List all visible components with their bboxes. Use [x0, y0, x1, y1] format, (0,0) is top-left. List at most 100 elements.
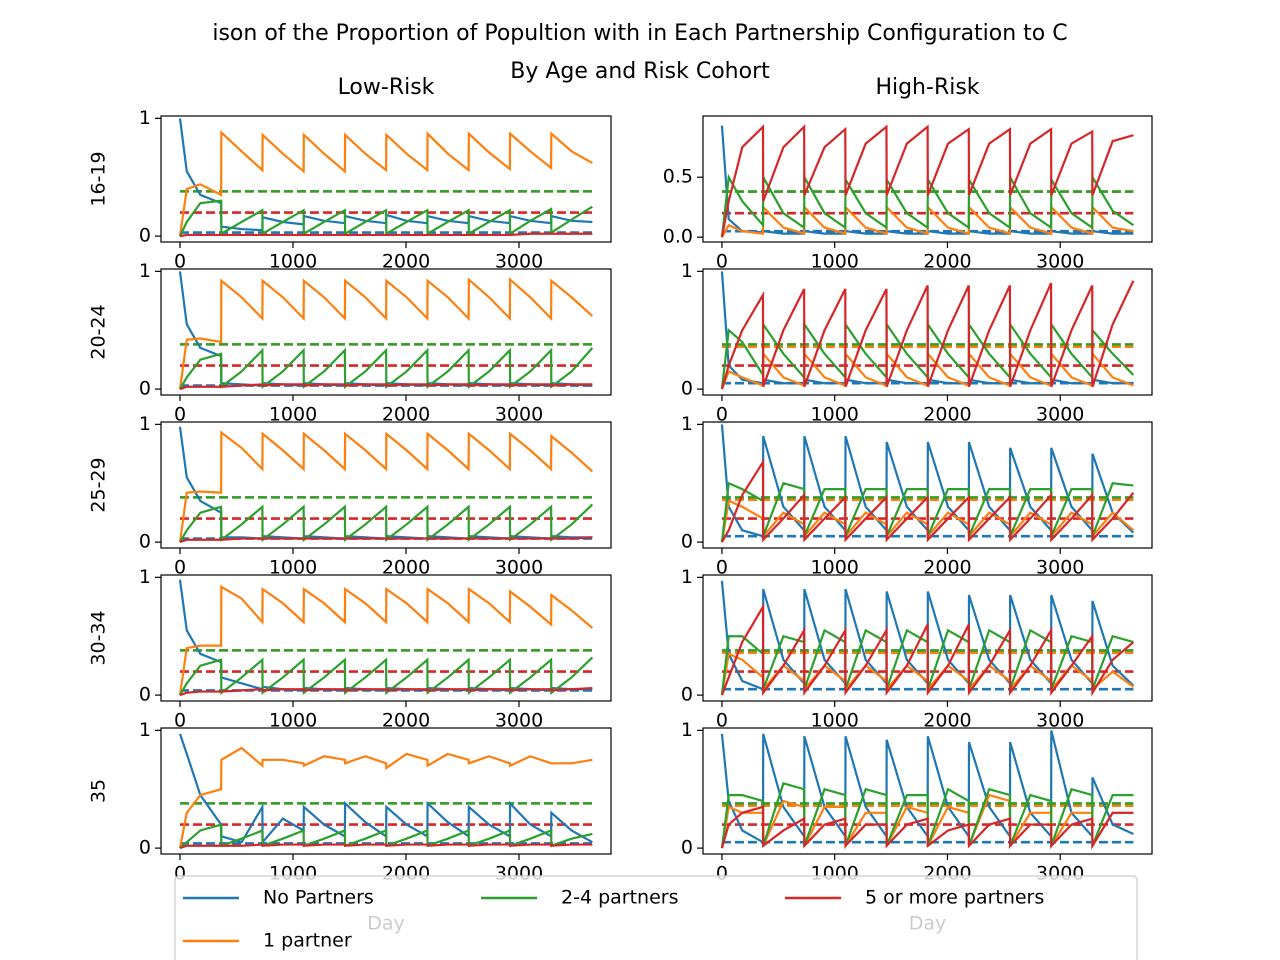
- x-tick-label: 3000: [1036, 251, 1084, 273]
- chart-title: ison of the Proportion of Popultion with…: [212, 21, 1067, 46]
- x-tick-label: 2000: [923, 557, 971, 579]
- x-tick-label: 2000: [382, 557, 430, 579]
- series-line: [179, 536, 593, 544]
- y-tick-label: 1: [681, 260, 693, 282]
- series-line: [720, 805, 1134, 850]
- series-line: [179, 347, 594, 390]
- x-tick-label: 3000: [1036, 557, 1084, 579]
- y-axis-label: 20-24: [88, 304, 110, 359]
- series-line: [179, 383, 593, 391]
- axes-frame: [702, 421, 1153, 549]
- plot-area: [178, 118, 593, 238]
- legend: No Partners 1 partner 2-4 partners 5 or mor…: [174, 875, 1138, 960]
- x-tick-label: 1000: [811, 251, 859, 273]
- x-tick-label: 2000: [382, 710, 430, 732]
- y-tick-label: 0: [139, 378, 151, 400]
- y-axis-label: 16-19: [88, 151, 110, 206]
- y-tick-label: 1: [139, 107, 151, 129]
- axes-frame: [160, 115, 612, 243]
- series-line: [720, 458, 1135, 543]
- x-tick-label: 3000: [495, 710, 543, 732]
- x-tick-label: 1000: [811, 710, 859, 732]
- y-tick-label: 0.0: [663, 226, 693, 248]
- x-tick-label: 2000: [923, 251, 971, 273]
- y-tick-label: 1: [139, 719, 151, 741]
- series-line: [178, 430, 594, 543]
- y-tick-label: 0: [139, 837, 151, 859]
- series-line: [179, 843, 593, 850]
- y-tick-label: 0: [139, 684, 151, 706]
- x-tick-label: 3000: [1036, 404, 1084, 426]
- y-tick-label: 0: [681, 684, 693, 706]
- axes-frame: [702, 574, 1153, 702]
- y-tick-label: 0: [681, 531, 693, 553]
- x-tick-label: 2000: [382, 404, 430, 426]
- x-tick-label: 2000: [382, 251, 430, 273]
- x-tick-label: 0: [174, 404, 186, 426]
- y-tick-label: 1: [681, 566, 693, 588]
- x-tick-label: 0: [174, 251, 186, 273]
- plot-area: [720, 124, 1135, 238]
- series-line: [178, 199, 593, 237]
- legend-box: [174, 875, 1138, 960]
- y-axis-label: 25-29: [88, 457, 110, 512]
- plot-area: [178, 271, 594, 391]
- series-line: [720, 280, 1135, 390]
- series-line: [720, 124, 1134, 238]
- series-line: [178, 584, 594, 696]
- panel-title: Low-Risk: [338, 75, 435, 100]
- series-line: [178, 277, 594, 390]
- plot-area: [720, 271, 1135, 390]
- x-tick-label: 0: [716, 404, 728, 426]
- y-axis-label: 30-34: [88, 610, 110, 665]
- chart-subtitle: By Age and Risk Cohort: [510, 59, 770, 84]
- axes-frame: [160, 268, 612, 396]
- series-line: [178, 129, 593, 237]
- x-tick-label: 3000: [495, 251, 543, 273]
- x-tick-label: 2000: [923, 404, 971, 426]
- x-tick-label: 0: [174, 710, 186, 732]
- series-line: [179, 503, 594, 543]
- plot-area: [178, 733, 593, 850]
- x-tick-label: 2000: [923, 710, 971, 732]
- x-tick-label: 0: [716, 710, 728, 732]
- axes-frame: [160, 421, 612, 549]
- y-tick-label: 0: [139, 225, 151, 247]
- y-tick-label: 1: [139, 566, 151, 588]
- x-tick-label: 3000: [1036, 710, 1084, 732]
- x-tick-label: 1000: [269, 251, 317, 273]
- x-tick-label: 0: [174, 557, 186, 579]
- plot-area: [720, 424, 1135, 543]
- x-tick-label: 1000: [269, 557, 317, 579]
- y-tick-label: 1: [681, 719, 693, 741]
- y-tick-label: 1: [139, 413, 151, 435]
- series-line: [178, 746, 593, 849]
- axes-frame: [702, 727, 1153, 855]
- legend-label: No Partners: [263, 887, 374, 909]
- axes-frame: [160, 574, 612, 702]
- y-axis-label: 35: [88, 779, 110, 803]
- series-line: [720, 602, 1135, 697]
- y-tick-label: 0: [681, 378, 693, 400]
- x-tick-label: 1000: [811, 404, 859, 426]
- plot-area: [178, 426, 594, 544]
- y-tick-label: 0.5: [663, 166, 693, 188]
- axes-frame: [702, 268, 1153, 396]
- series-line: [179, 656, 594, 696]
- plot-area: [720, 730, 1134, 850]
- x-tick-label: 3000: [495, 557, 543, 579]
- plot-area: [178, 579, 594, 697]
- plot-area: [720, 580, 1135, 697]
- series-line: [179, 686, 593, 697]
- series-line: [179, 232, 593, 238]
- x-tick-label: 1000: [811, 557, 859, 579]
- x-tick-label: 1000: [269, 710, 317, 732]
- panel-title: High-Risk: [875, 75, 979, 100]
- legend-label: 1 partner: [263, 930, 352, 952]
- y-tick-label: 1: [681, 413, 693, 435]
- x-tick-label: 0: [716, 557, 728, 579]
- y-tick-label: 0: [681, 837, 693, 859]
- legend-label: 2-4 partners: [561, 887, 678, 909]
